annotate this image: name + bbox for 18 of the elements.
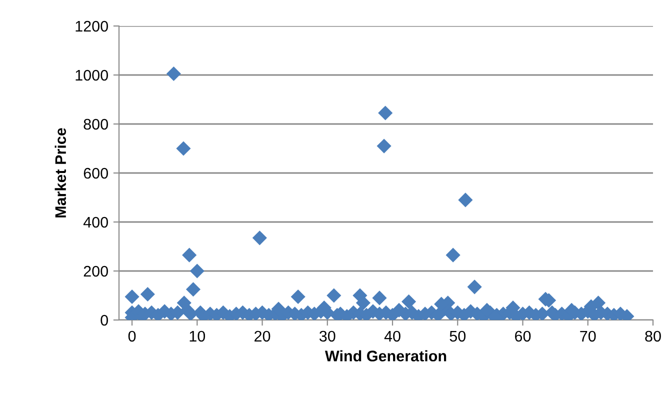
y-tick-label: 0	[100, 314, 108, 326]
x-tick-label: 60	[515, 330, 531, 342]
y-tick-label: 600	[84, 168, 108, 179]
y-tick-label: 800	[84, 118, 108, 130]
x-tick-label: 40	[384, 330, 400, 342]
x-tick-label: 10	[190, 330, 206, 342]
y-tick-label: 1200	[76, 20, 108, 32]
x-tick-label: 0	[128, 330, 136, 342]
x-tick-label: 50	[450, 330, 466, 342]
x-tick-label: 70	[580, 330, 596, 342]
x-tick-label: 20	[254, 330, 270, 342]
y-tick-label: 400	[83, 216, 108, 228]
x-tick-label: 80	[645, 330, 661, 342]
x-axis-title: Wind Generation	[324, 350, 446, 362]
y-tick-label: 1000	[76, 70, 108, 81]
y-axis-title: Market Price	[54, 128, 66, 218]
y-tick-label: 200	[84, 266, 108, 277]
x-tick-label: 30	[319, 330, 336, 342]
